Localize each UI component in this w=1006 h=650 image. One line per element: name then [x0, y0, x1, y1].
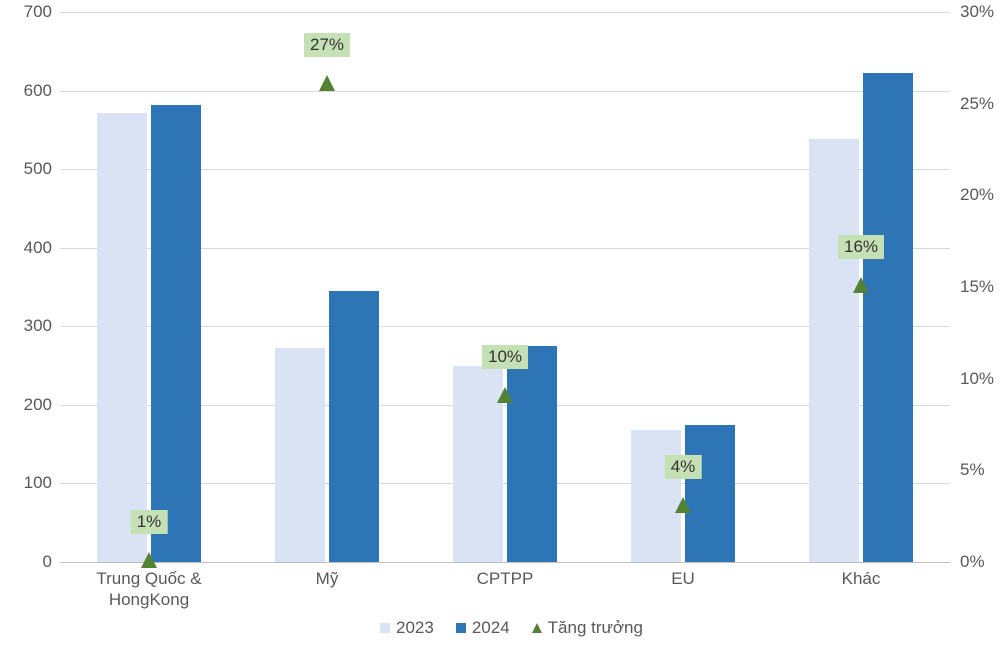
bar-2024	[151, 105, 201, 562]
y-right-tick: 5%	[960, 460, 985, 480]
gridline	[60, 91, 950, 92]
bar-2023	[275, 348, 325, 562]
growth-marker	[853, 277, 869, 293]
y-right-tick: 10%	[960, 369, 994, 389]
y-left-tick: 300	[10, 316, 52, 336]
export-by-market-chart: 0 100 200 300 400 500 600 700 0% 5% 10% 15% 20% 25% 30…	[0, 0, 1006, 650]
legend: 2023 2024 Tăng trưởng	[380, 618, 643, 638]
x-category-label: CPTPP	[416, 568, 594, 589]
growth-marker	[141, 552, 157, 568]
legend-label-2024: 2024	[472, 618, 510, 638]
bar-2024	[863, 73, 913, 563]
growth-marker	[497, 387, 513, 403]
x-category-label: Mỹ	[238, 568, 416, 589]
gridline	[60, 562, 950, 563]
legend-swatch-2023	[380, 623, 390, 633]
bar-2024	[329, 291, 379, 562]
bar-2023	[809, 139, 859, 562]
bar-2023	[631, 430, 681, 562]
legend-item-growth: Tăng trưởng	[532, 618, 643, 638]
y-left-tick: 400	[10, 238, 52, 258]
y-left-tick: 0	[10, 552, 52, 572]
y-right-tick: 30%	[960, 2, 994, 22]
y-right-tick: 25%	[960, 94, 994, 114]
y-left-tick: 700	[10, 2, 52, 22]
bar-2024	[507, 346, 557, 562]
x-category-label: EU	[594, 568, 772, 589]
y-left-tick: 100	[10, 473, 52, 493]
y-left-tick: 600	[10, 81, 52, 101]
y-left-tick: 500	[10, 159, 52, 179]
plot-area: 01002003004005006007000%5%10%15%20%25%30…	[60, 12, 950, 562]
gridline	[60, 12, 950, 13]
x-category-label: Trung Quốc & HongKong	[60, 568, 238, 611]
growth-label: 16%	[838, 235, 884, 259]
legend-marker-growth	[532, 623, 542, 633]
growth-label: 27%	[304, 33, 350, 57]
growth-marker	[675, 497, 691, 513]
bar-2024	[685, 425, 735, 563]
growth-marker	[319, 75, 335, 91]
y-right-tick: 15%	[960, 277, 994, 297]
growth-label: 4%	[665, 455, 702, 479]
bar-2023	[453, 366, 503, 562]
growth-label: 10%	[482, 345, 528, 369]
legend-swatch-2024	[456, 623, 466, 633]
y-left-tick: 200	[10, 395, 52, 415]
bar-2023	[97, 113, 147, 562]
legend-label-growth: Tăng trưởng	[548, 618, 643, 638]
y-right-tick: 20%	[960, 185, 994, 205]
legend-item-2023: 2023	[380, 618, 434, 638]
x-category-label: Khác	[772, 568, 950, 589]
legend-label-2023: 2023	[396, 618, 434, 638]
legend-item-2024: 2024	[456, 618, 510, 638]
y-right-tick: 0%	[960, 552, 985, 572]
growth-label: 1%	[131, 510, 168, 534]
